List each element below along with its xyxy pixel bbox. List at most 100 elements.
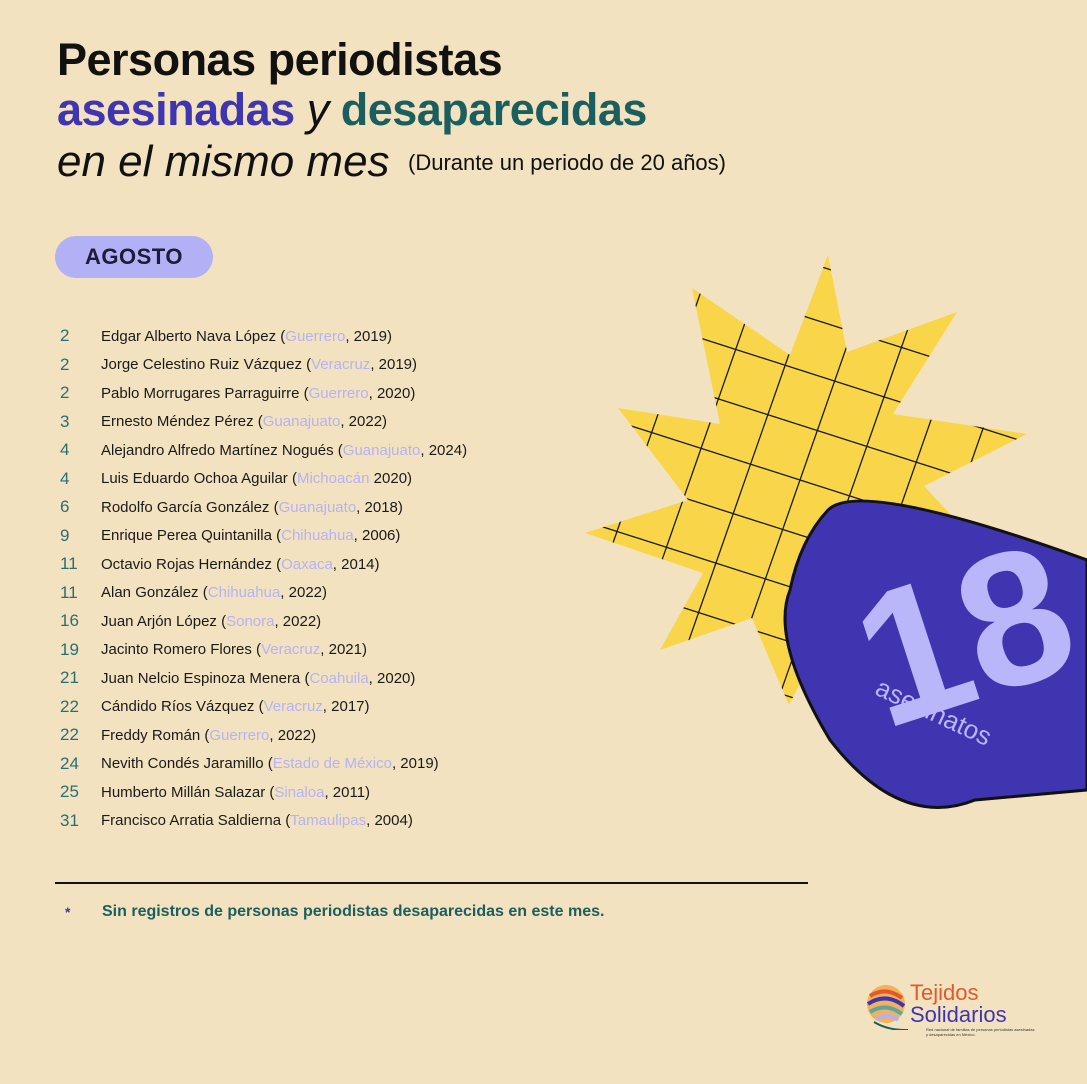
- entry-day: 9: [60, 525, 70, 545]
- entry-text: Enrique Perea Quintanilla (Chihuahua, 20…: [101, 527, 400, 544]
- entry-text: Rodolfo García González (Guanajuato, 201…: [101, 499, 403, 516]
- entry-name: Ernesto Méndez Pérez (: [101, 413, 263, 431]
- title-line-2: asesinadas y desaparecidas: [57, 86, 726, 134]
- entry-name: Freddy Román (: [101, 726, 210, 744]
- divider: [55, 882, 808, 884]
- entry-name: Rodolfo García González (: [101, 498, 279, 516]
- entry-rest: , 2006): [353, 527, 401, 545]
- entry-day: 11: [60, 554, 78, 574]
- list-item: 22 Freddy Román (Guerrero, 2022): [60, 721, 467, 750]
- list-item: 4 Luis Eduardo Ochoa Aguilar (Michoacán 2…: [60, 465, 467, 494]
- entry-name: Edgar Alberto Nava López (: [101, 327, 286, 345]
- entry-text: Luis Eduardo Ochoa Aguilar (Michoacán 20…: [101, 470, 412, 487]
- victim-list: 2 Edgar Alberto Nava López (Guerrero, 201…: [60, 322, 467, 835]
- entry-state: Michoacán: [296, 470, 370, 488]
- footnote-marker: *: [65, 904, 71, 920]
- entry-text: Francisco Arratia Saldierna (Tamaulipas,…: [101, 812, 413, 829]
- list-item: 31 Francisco Arratia Saldierna (Tamaulipa…: [60, 807, 467, 836]
- entry-text: Octavio Rojas Hernández (Oaxaca, 2014): [101, 556, 380, 573]
- entry-state: Veracruz: [261, 641, 321, 659]
- entry-rest: , 2011): [324, 783, 371, 801]
- entry-rest: , 2022): [274, 612, 322, 630]
- month-badge: AGOSTO: [55, 236, 213, 278]
- entry-day: 11: [60, 582, 78, 602]
- list-item: 25 Humberto Millán Salazar (Sinaloa, 2011…: [60, 778, 467, 807]
- logo-line-2: Solidarios: [910, 1002, 1007, 1027]
- entry-text: Edgar Alberto Nava López (Guerrero, 2019…: [101, 328, 392, 345]
- entry-state: Guerrero: [209, 726, 270, 744]
- list-item: 3 Ernesto Méndez Pérez (Guanajuato, 2022): [60, 408, 467, 437]
- entry-rest: , 2004): [366, 812, 413, 830]
- entry-text: Pablo Morrugares Parraguirre (Guerrero, …: [101, 385, 415, 402]
- entry-day: 16: [60, 611, 79, 631]
- entry-state: Sinaloa: [274, 783, 325, 801]
- entry-name: Jorge Celestino Ruiz Vázquez (: [101, 356, 312, 374]
- tejidos-solidarios-logo: Tejidos Solidarios Red nacional de famil…: [864, 980, 1044, 1042]
- entry-state: Estado de México: [272, 755, 392, 773]
- entry-text: Humberto Millán Salazar (Sinaloa, 2011): [101, 784, 370, 801]
- entry-state: Coahuila: [309, 669, 369, 687]
- list-item: 24 Nevith Condés Jaramillo (Estado de Méx…: [60, 750, 467, 779]
- entry-rest: , 2020): [368, 669, 416, 687]
- entry-rest: , 2018): [356, 498, 403, 516]
- entry-rest: 2020): [369, 470, 413, 488]
- list-item: 21 Juan Nelcio Espinoza Menera (Coahuila,…: [60, 664, 467, 693]
- entry-rest: , 2022): [340, 413, 388, 431]
- entry-day: 4: [60, 440, 70, 460]
- entry-name: Octavio Rojas Hernández (: [101, 555, 282, 573]
- list-item: 11 Octavio Rojas Hernández (Oaxaca, 2014): [60, 550, 467, 579]
- entry-rest: , 2022): [280, 584, 327, 602]
- entry-day: 2: [60, 326, 70, 346]
- title-subtitle: (Durante un periodo de 20 años): [408, 150, 726, 175]
- entry-name: Humberto Millán Salazar (: [101, 783, 275, 801]
- entry-day: 2: [60, 354, 70, 374]
- entry-day: 22: [60, 696, 79, 716]
- entry-rest: , 2024): [420, 441, 468, 459]
- entry-rest: , 2017): [322, 698, 370, 716]
- list-item: 22 Cándido Ríos Vázquez (Veracruz, 2017): [60, 693, 467, 722]
- title-line-1: Personas periodistas: [57, 34, 503, 85]
- entry-rest: , 2019): [391, 755, 439, 773]
- entry-state: Guerrero: [285, 327, 346, 345]
- entry-state: Guanajuato: [342, 441, 421, 459]
- entry-rest: , 2022): [269, 726, 317, 744]
- list-item: 16 Juan Arjón López (Sonora, 2022): [60, 607, 467, 636]
- list-item: 2 Edgar Alberto Nava López (Guerrero, 201…: [60, 322, 467, 351]
- list-item: 6 Rodolfo García González (Guanajuato, 20…: [60, 493, 467, 522]
- entry-text: Nevith Condés Jaramillo (Estado de Méxic…: [101, 755, 439, 772]
- entry-day: 24: [60, 753, 79, 773]
- title-block: Personas periodistas asesinadas y desapa…: [57, 36, 726, 186]
- entry-text: Ernesto Méndez Pérez (Guanajuato, 2022): [101, 413, 387, 430]
- entry-name: Francisco Arratia Saldierna (: [101, 812, 291, 830]
- entry-text: Freddy Román (Guerrero, 2022): [101, 727, 316, 744]
- entry-rest: , 2019): [370, 356, 418, 374]
- list-item: 4 Alejandro Alfredo Martínez Nogués (Guan…: [60, 436, 467, 465]
- entry-name: Alejandro Alfredo Martínez Nogués (: [101, 441, 343, 459]
- entry-day: 25: [60, 782, 79, 802]
- logo-line-1: Tejidos: [910, 980, 979, 1005]
- entry-day: 6: [60, 497, 70, 517]
- list-item: 11 Alan González (Chihuahua, 2022): [60, 579, 467, 608]
- entry-name: Jacinto Romero Flores (: [101, 641, 262, 659]
- entry-day: 31: [60, 810, 79, 830]
- footnote: * Sin registros de personas periodistas …: [65, 903, 604, 921]
- title-mismo-mes: en el mismo mes: [57, 137, 390, 186]
- title-desaparecidas: desaparecidas: [340, 84, 648, 135]
- entry-day: 3: [60, 411, 70, 431]
- list-item: 9 Enrique Perea Quintanilla (Chihuahua, 2…: [60, 522, 467, 551]
- entry-name: Cándido Ríos Vázquez (: [101, 698, 264, 716]
- entry-text: Jacinto Romero Flores (Veracruz, 2021): [101, 641, 367, 658]
- entry-text: Alan González (Chihuahua, 2022): [101, 584, 327, 601]
- entry-rest: , 2020): [368, 384, 416, 402]
- entry-state: Oaxaca: [281, 555, 333, 573]
- entry-name: Juan Nelcio Espinoza Menera (: [101, 669, 310, 687]
- entry-state: Tamaulipas: [290, 812, 367, 830]
- entry-text: Alejandro Alfredo Martínez Nogués (Guana…: [101, 442, 467, 459]
- entry-state: Sonora: [226, 612, 275, 630]
- entry-state: Chihuahua: [207, 584, 281, 602]
- entry-day: 4: [60, 468, 70, 488]
- title-y: y: [306, 84, 330, 135]
- entry-text: Juan Nelcio Espinoza Menera (Coahuila, 2…: [101, 670, 415, 687]
- entry-state: Guanajuato: [278, 498, 357, 516]
